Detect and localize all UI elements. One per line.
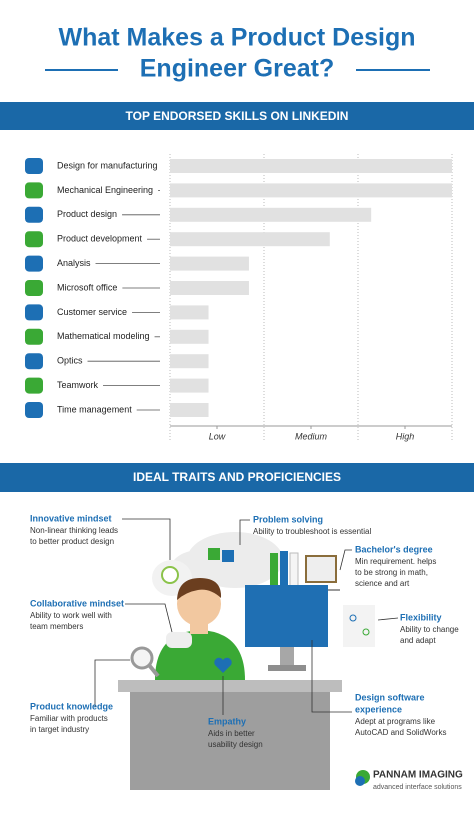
bar [170, 281, 249, 295]
bar [170, 183, 452, 198]
trait-title: experience [355, 704, 402, 714]
footer-tagline: advanced interface solutions [373, 784, 462, 791]
footer-logo [355, 770, 370, 786]
trait-description: team members [30, 622, 83, 631]
bar [170, 329, 209, 344]
category-label: Customer service [57, 307, 127, 317]
trait-description: Ability to change [400, 625, 459, 634]
section-banner [0, 102, 474, 130]
illustration [94, 518, 399, 790]
category-label: Mechanical Engineering [57, 185, 153, 195]
trait-description: to better product design [30, 537, 114, 546]
bar [170, 207, 372, 222]
trait-description: to be strong in math, [355, 568, 428, 577]
category-label: Product development [57, 234, 143, 244]
trait-description: Aids in better [208, 729, 255, 738]
footer-brand: PANNAM IMAGING [373, 770, 463, 781]
trait-title: Design software [355, 692, 425, 702]
skill-icon [25, 280, 43, 296]
trait-title: Problem solving [253, 514, 323, 524]
trait-description: in target industry [30, 725, 89, 734]
trait-description: Min requirement. helps [355, 557, 436, 566]
skill-icon [25, 158, 43, 174]
bar [170, 232, 330, 247]
skill-icon [25, 377, 43, 394]
skill-icon [25, 255, 43, 272]
category-label: Mathematical modeling [57, 331, 150, 341]
section-title: IDEAL TRAITS AND PROFICIENCIES [133, 470, 341, 484]
skill-icon [25, 206, 43, 223]
bar [170, 159, 452, 173]
x-tick-label: High [396, 431, 415, 441]
category-label: Design for manufacturing [57, 160, 158, 170]
trait-description: and adapt [400, 636, 436, 645]
trait-description: Ability to work well with [30, 611, 112, 620]
skill-icon [25, 182, 43, 199]
bar [170, 256, 249, 271]
bar [170, 305, 209, 320]
trait-title: Product knowledge [30, 701, 113, 711]
skill-icon [25, 402, 43, 418]
trait-description: AutoCAD and SolidWorks [355, 728, 446, 737]
title-line: Engineer Great? [140, 55, 335, 83]
x-tick-label: Medium [295, 431, 328, 441]
category-label: Microsoft office [57, 282, 117, 292]
title-line: What Makes a Product Design [58, 24, 415, 52]
category-label: Teamwork [57, 380, 99, 390]
skill-icon [25, 231, 43, 248]
category-label: Optics [57, 356, 83, 366]
category-label: Time management [57, 404, 132, 414]
trait-description: Adept at programs like [355, 717, 436, 726]
section-banner [0, 463, 474, 492]
category-label: Product design [57, 209, 117, 219]
trait-title: Empathy [208, 716, 246, 726]
x-tick-label: Low [209, 431, 226, 441]
section-title: TOP ENDORSED SKILLS ON LINKEDIN [126, 109, 349, 123]
bar [170, 403, 209, 417]
trait-title: Innovative mindset [30, 513, 112, 523]
trait-title: Collaborative mindset [30, 598, 124, 608]
bar [170, 378, 209, 393]
trait-description: Non-linear thinking leads [30, 526, 118, 535]
trait-description: science and art [355, 579, 410, 588]
skill-icon [25, 328, 43, 345]
trait-description: Ability to troubleshoot is essential [253, 527, 372, 536]
trait-title: Flexibility [400, 612, 442, 622]
skill-icon [25, 353, 43, 370]
category-label: Analysis [57, 258, 91, 268]
skill-icon [25, 304, 43, 321]
trait-title: Bachelor's degree [355, 544, 433, 554]
trait-description: usability design [208, 740, 263, 749]
bar [170, 354, 209, 369]
trait-description: Familiar with products [30, 714, 108, 723]
